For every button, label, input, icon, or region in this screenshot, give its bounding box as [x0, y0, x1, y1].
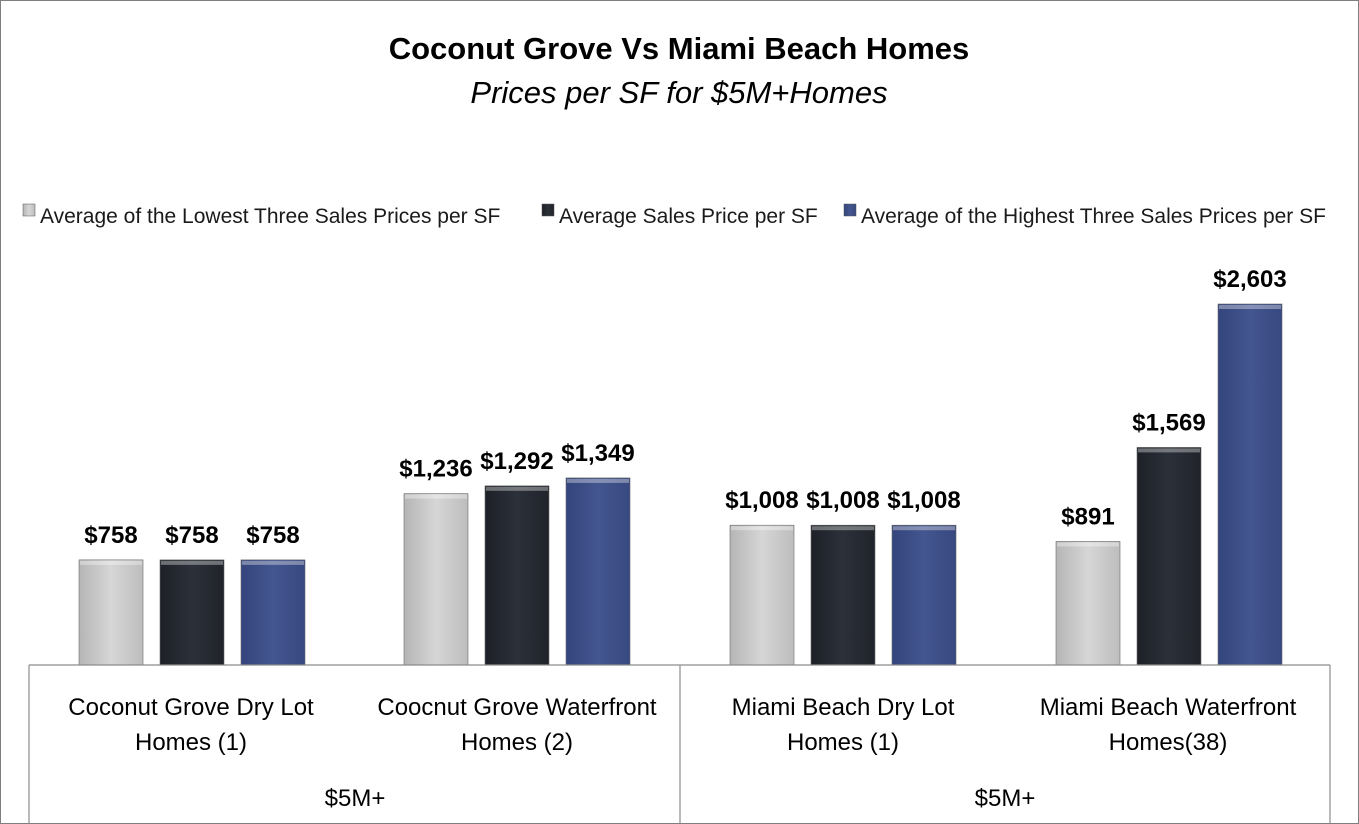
category-label-4-line-2: Homes(38) — [1109, 729, 1228, 756]
group-label-2: $5M+ — [975, 785, 1036, 812]
bar-bevel-4-1 — [1057, 542, 1119, 547]
data-label-1-series-3: $758 — [246, 522, 299, 549]
bar-bevel-3-2 — [812, 526, 874, 531]
data-label-3-series-2: $1,008 — [806, 487, 879, 514]
data-label-4-series-1: $891 — [1061, 503, 1114, 530]
category-label-1-line-2: Homes (1) — [135, 729, 247, 756]
legend: Average of the Lowest Three Sales Prices… — [22, 203, 1326, 228]
bar-2-series-2 — [484, 485, 550, 666]
category-axis: Coconut Grove Dry Lot Homes (1) Coocnut Gr… — [28, 664, 1331, 823]
bar-bevel-1-1 — [80, 560, 142, 565]
data-label-2-series-2: $1,292 — [480, 448, 553, 475]
legend-swatch-2 — [541, 203, 555, 217]
category-label-4-line-1: Miami Beach Waterfront — [1040, 694, 1297, 721]
category-label-1-line-1: Coconut Grove Dry Lot — [68, 694, 314, 721]
bar-1-series-1 — [78, 559, 144, 666]
data-label-4-series-3: $2,603 — [1213, 266, 1286, 293]
bar-4-series-2 — [1136, 447, 1202, 666]
data-label-2-series-1: $1,236 — [399, 456, 472, 483]
bar-3-series-2 — [810, 524, 876, 666]
bar-bevel-2-2 — [486, 486, 548, 491]
bars — [78, 303, 1283, 666]
bar-bevel-2-1 — [405, 494, 467, 499]
bar-bevel-1-2 — [161, 560, 223, 565]
bar-bevel-2-3 — [567, 478, 629, 483]
data-labels: $758 $758 $758 $1,236 $1,292 $1,349 $1,008 $1,0… — [84, 266, 1286, 549]
data-label-3-series-1: $1,008 — [725, 487, 798, 514]
bar-2-series-1 — [403, 493, 469, 666]
data-label-4-series-2: $1,569 — [1132, 409, 1205, 436]
bar-bevel-1-3 — [242, 560, 304, 565]
group-label-1: $5M+ — [325, 785, 386, 812]
bar-1-series-3 — [240, 559, 306, 666]
bar-bevel-4-2 — [1138, 448, 1200, 453]
bar-bevel-4-3 — [1219, 305, 1281, 309]
bar-3-series-3 — [891, 524, 957, 666]
category-label-2-line-1: Coocnut Grove Waterfront — [377, 694, 657, 721]
chart-title: Coconut Grove Vs Miami Beach Homes — [389, 31, 970, 66]
category-label-3-line-2: Homes (1) — [787, 729, 899, 756]
chart-subtitle: Prices per SF for $5M+Homes — [470, 75, 887, 110]
legend-label-3: Average of the Highest Three Sales Price… — [861, 205, 1326, 228]
data-label-3-series-3: $1,008 — [887, 487, 960, 514]
legend-swatch-3 — [843, 203, 857, 217]
legend-label-1: Average of the Lowest Three Sales Prices… — [40, 205, 500, 228]
legend-label-2: Average Sales Price per SF — [559, 205, 818, 228]
bar-2-series-3 — [565, 477, 631, 666]
bar-4-series-3 — [1217, 303, 1283, 666]
category-label-3-line-1: Miami Beach Dry Lot — [732, 694, 955, 721]
data-label-1-series-1: $758 — [84, 522, 137, 549]
data-label-1-series-2: $758 — [165, 522, 218, 549]
bar-3-series-1 — [729, 524, 795, 666]
data-label-2-series-3: $1,349 — [561, 440, 634, 467]
legend-swatch-1 — [22, 203, 36, 217]
category-label-2-line-2: Homes (2) — [461, 729, 573, 756]
bar-bevel-3-3 — [893, 526, 955, 531]
bar-1-series-2 — [159, 559, 225, 666]
bar-4-series-1 — [1055, 541, 1121, 666]
bar-bevel-3-1 — [731, 526, 793, 531]
